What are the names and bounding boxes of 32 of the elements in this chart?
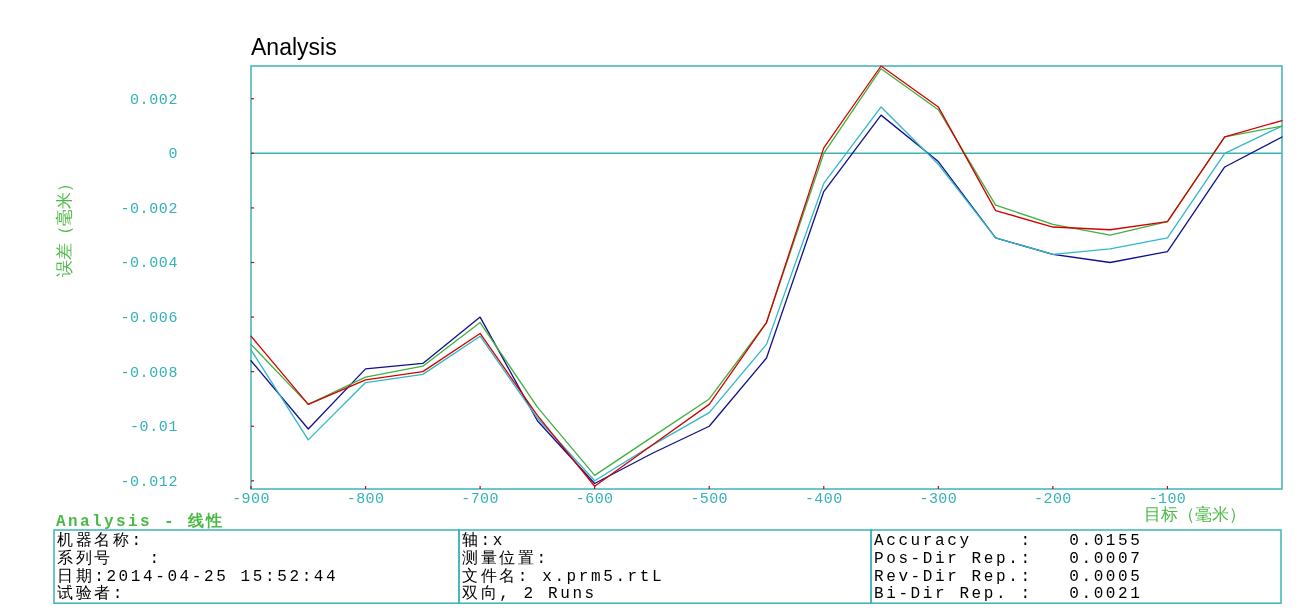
annotation: Accuracy : 0.0155 [874,532,1143,550]
annotation: Pos-Dir Rep.: 0.0007 [874,549,1143,568]
annotation: 测量位置: [462,549,549,568]
x-axis-title: 目标（毫米） [1144,505,1246,524]
y-tick-label: 0 [168,146,178,164]
x-tick-label: -900 [232,491,270,508]
annotation: 机器名称: [57,532,144,550]
annotation: 文件名: x.prm5.rtL [462,567,665,586]
annotation: Analysis - 线性 [56,513,225,531]
y-tick-label: -0.012 [120,473,178,491]
y-axis-title: 误差（毫米） [55,175,74,277]
y-tick-label: 0.002 [130,91,178,109]
annotation: 轴:x [462,532,505,550]
annotation: 试验者: [57,585,125,604]
annotation: Bi-Dir Rep. : 0.0021 [874,585,1143,604]
y-tick-label: -0.002 [120,200,178,218]
x-tick-label: -500 [690,491,729,508]
x-tick-label: -300 [919,491,958,508]
x-tick-label: -200 [1034,491,1072,508]
x-tick-label: -600 [575,491,614,508]
annotation: 双向, 2 Runs [462,585,597,604]
x-tick-label: -700 [461,491,499,508]
y-tick-label: -0.004 [120,255,178,273]
y-tick-label: -0.006 [120,310,178,328]
annotation: 系列号 : [57,549,162,568]
annotation: Rev-Dir Rep.: 0.0005 [874,567,1143,586]
y-tick-label: -0.01 [130,419,178,437]
x-tick-label: -800 [346,491,385,508]
annotation: 日期:2014-04-25 15:52:44 [57,567,339,586]
y-tick-label: -0.008 [120,364,178,382]
title: Analysis [251,34,337,60]
x-tick-label: -400 [804,491,843,508]
